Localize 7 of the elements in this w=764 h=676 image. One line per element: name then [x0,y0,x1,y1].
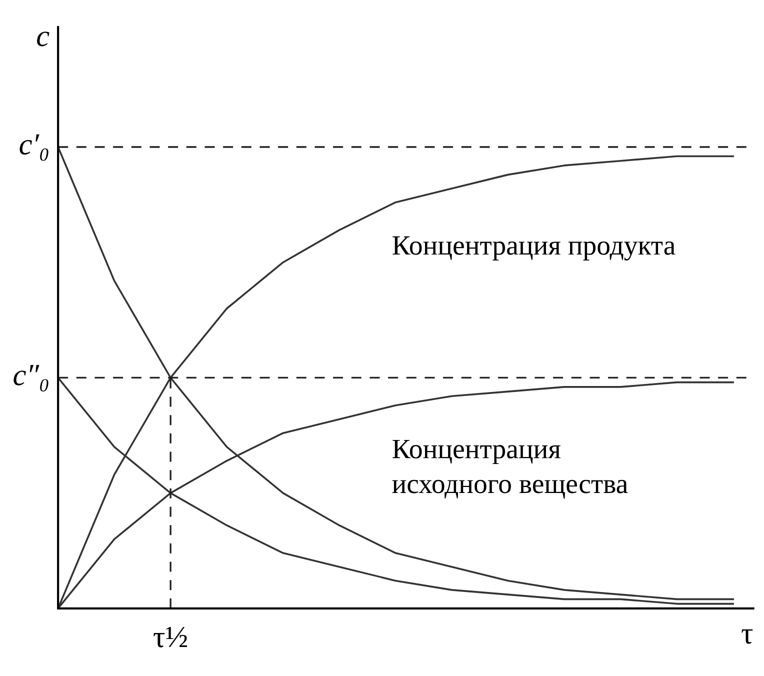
ref-line-label: c′₀ [20,134,48,161]
y-axis-title: c [37,32,50,46]
text: τ½ [154,626,187,648]
ref-line-label: c″₀ [14,365,48,392]
annotation: Концентрация продукта [392,236,676,261]
annotation: Концентрация исходного вещества [392,440,628,499]
x-axis-title: τ [742,629,753,644]
